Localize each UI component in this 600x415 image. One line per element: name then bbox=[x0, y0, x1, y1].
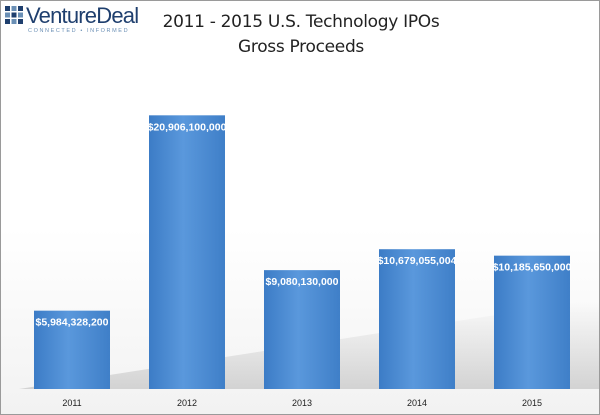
x-tick-label-2011: 2011 bbox=[62, 398, 81, 408]
data-label-2014: $10,679,055,004 bbox=[378, 255, 457, 267]
logo-wordmark: VentureDeal bbox=[26, 3, 139, 28]
data-label-2011: $5,984,328,200 bbox=[36, 317, 109, 329]
data-label-2012: $20,906,100,000 bbox=[148, 121, 227, 133]
x-tick-label-2014: 2014 bbox=[407, 398, 427, 408]
data-label-2015: $10,185,650,000 bbox=[493, 262, 572, 274]
data-label-2013: $9,080,130,000 bbox=[266, 276, 339, 288]
chart-title: 2011 - 2015 U.S. Technology IPOs bbox=[162, 12, 440, 32]
bar-2012 bbox=[149, 115, 225, 390]
bar-2014 bbox=[379, 249, 455, 389]
venturedeal-logo: VentureDeal CONNECTED • INFORMED bbox=[5, 3, 155, 38]
grid-squares-icon bbox=[5, 6, 23, 24]
logo-tagline: CONNECTED • INFORMED bbox=[28, 28, 130, 34]
x-tick-label-2012: 2012 bbox=[177, 398, 197, 408]
bar-2013 bbox=[264, 270, 340, 389]
x-tick-label-2015: 2015 bbox=[522, 398, 542, 408]
chart-subtitle: Gross Proceeds bbox=[238, 37, 364, 57]
bar-2015 bbox=[494, 255, 570, 389]
x-tick-label-2013: 2013 bbox=[292, 398, 312, 408]
bar-2011 bbox=[34, 310, 110, 389]
